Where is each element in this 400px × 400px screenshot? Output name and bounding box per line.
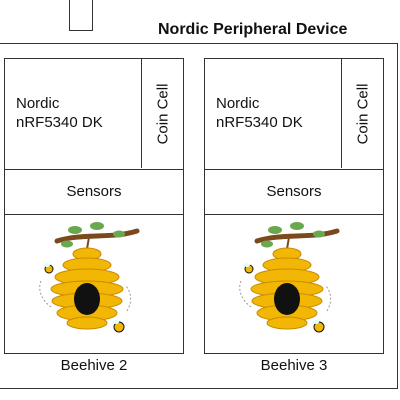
- board-block: Nordic nRF5340 DK Coin Cell: [205, 59, 383, 170]
- beehive-unit-3: Nordic nRF5340 DK Coin Cell Sensors: [204, 58, 384, 354]
- board-label: Nordic nRF5340 DK: [16, 94, 103, 132]
- sensors-block: Sensors: [205, 170, 383, 215]
- board-label-line-1: Nordic: [16, 95, 60, 112]
- board-label-line-2: nRF5340 DK: [16, 114, 103, 131]
- partial-box-fragment: [69, 0, 93, 31]
- beehive-unit-2: Nordic nRF5340 DK Coin Cell Sensors: [4, 58, 184, 354]
- beehive-icon: [39, 222, 140, 333]
- board-block: Nordic nRF5340 DK Coin Cell: [5, 59, 183, 170]
- board-label-line-1: Nordic: [216, 95, 260, 112]
- coin-cell-block: Coin Cell: [141, 59, 183, 168]
- beehive-2-label: Beehive 2: [60, 357, 128, 374]
- coin-cell-label: Coin Cell: [354, 83, 371, 144]
- coin-cell-label: Coin Cell: [154, 83, 171, 144]
- beehive-icon: [239, 222, 340, 333]
- diagram-title: Nordic Peripheral Device: [158, 21, 348, 38]
- board-label: Nordic nRF5340 DK: [216, 94, 303, 132]
- sensors-block: Sensors: [5, 170, 183, 215]
- coin-cell-block: Coin Cell: [341, 59, 383, 168]
- peripheral-device-container: [0, 43, 398, 389]
- beehive-3-label: Beehive 3: [260, 357, 328, 374]
- board-label-line-2: nRF5340 DK: [216, 114, 303, 131]
